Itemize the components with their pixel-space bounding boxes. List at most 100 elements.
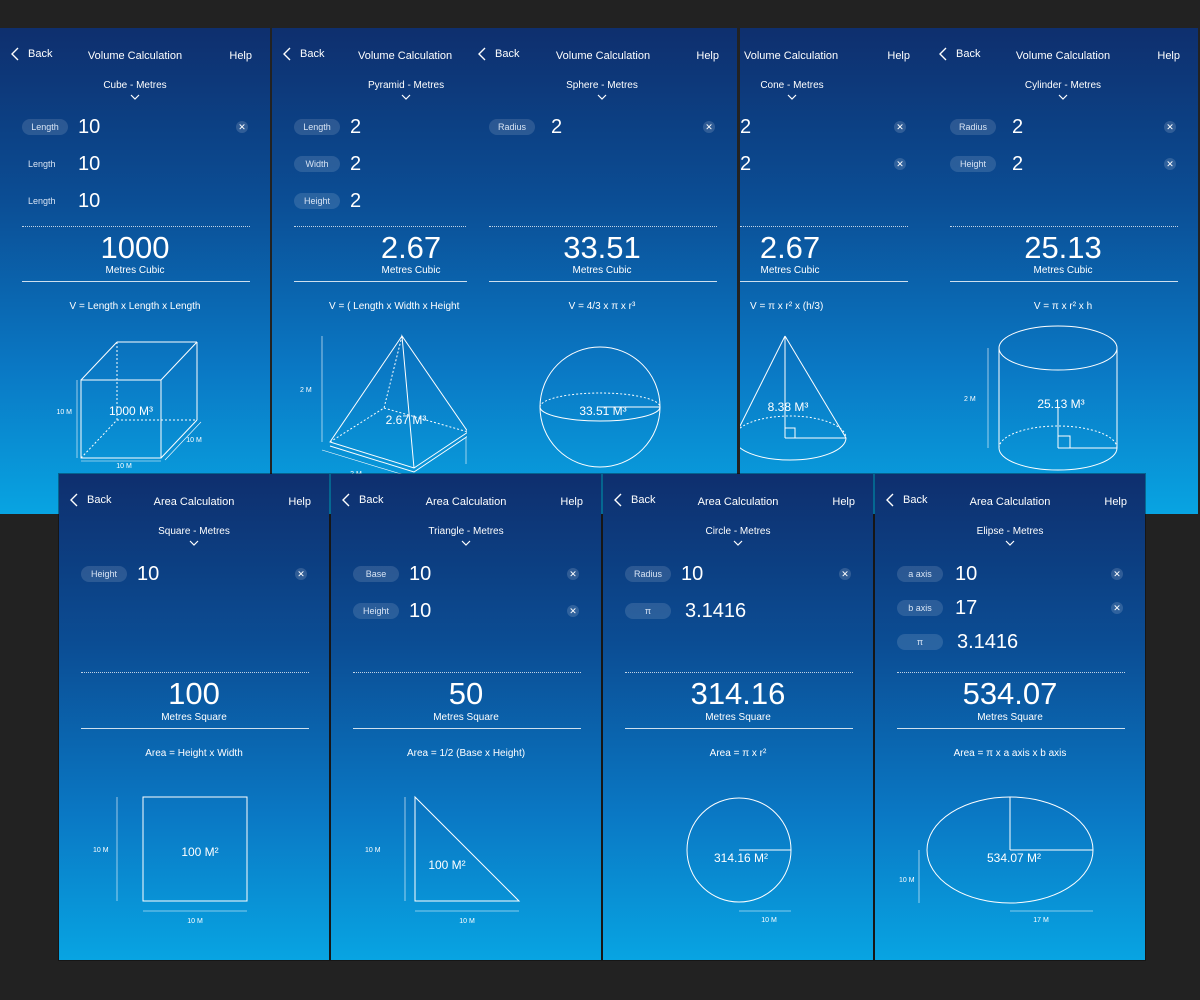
- back-button[interactable]: Back: [69, 493, 111, 507]
- formula: Area = Height x Width: [145, 748, 243, 759]
- radius-field-label: Radius: [625, 566, 671, 582]
- help-button[interactable]: Help: [229, 50, 252, 62]
- divider: [353, 672, 581, 673]
- shape-selector[interactable]: Circle - Metres: [603, 526, 873, 546]
- result-value: 1000: [100, 230, 170, 265]
- back-button[interactable]: Back: [10, 47, 52, 61]
- width-input[interactable]: 2: [350, 153, 362, 175]
- help-button[interactable]: Help: [696, 50, 719, 62]
- height-input[interactable]: 2: [740, 153, 752, 175]
- pi-field: π 3.1416: [897, 630, 1125, 654]
- clear-icon[interactable]: ✕: [1164, 158, 1176, 170]
- shape-selector-label: Cone - Metres: [760, 80, 824, 91]
- length-input[interactable]: 10: [78, 153, 101, 175]
- result-unit: Metres Square: [705, 712, 771, 723]
- help-button[interactable]: Help: [887, 50, 910, 62]
- dimension-label: 10 M: [761, 917, 777, 924]
- radius-field: Radius 2 ✕: [950, 115, 1178, 139]
- back-label: Back: [903, 494, 928, 506]
- clear-icon[interactable]: ✕: [1111, 568, 1123, 580]
- length-field-label: Length: [294, 119, 340, 135]
- chevron-down-icon: [1058, 94, 1068, 100]
- radius-input[interactable]: 2: [740, 116, 752, 138]
- base-input[interactable]: 10: [409, 563, 432, 585]
- back-button[interactable]: Back: [341, 493, 383, 507]
- chevron-left-icon: [283, 47, 291, 61]
- height-field: Height 2: [294, 189, 522, 213]
- height-input[interactable]: 2: [350, 190, 362, 212]
- chevron-down-icon: [189, 540, 199, 546]
- clear-icon[interactable]: ✕: [894, 158, 906, 170]
- dimension-label: 10 M: [56, 409, 72, 416]
- b-axis-field-label: b axis: [897, 600, 943, 616]
- divider: [897, 728, 1125, 729]
- clear-icon[interactable]: ✕: [894, 121, 906, 133]
- help-button[interactable]: Help: [832, 496, 855, 508]
- back-button[interactable]: Back: [938, 47, 980, 61]
- length-field: Length 10 ✕: [22, 115, 250, 139]
- chevron-left-icon: [342, 493, 350, 507]
- help-button[interactable]: Help: [288, 496, 311, 508]
- formula: Area = 1/2 (Base x Height): [406, 748, 526, 759]
- radius-field: Radius 2 ✕: [489, 115, 717, 139]
- back-button[interactable]: Back: [885, 493, 927, 507]
- length-input[interactable]: 10: [78, 190, 101, 212]
- shape-selector-label: Circle - Metres: [705, 526, 771, 537]
- clear-icon[interactable]: ✕: [295, 568, 307, 580]
- clear-icon[interactable]: ✕: [567, 568, 579, 580]
- divider: [740, 226, 908, 227]
- result-value: 50: [448, 676, 484, 711]
- divider: [489, 226, 717, 227]
- length-field-label: Length: [28, 159, 56, 169]
- pi-field-label: π: [897, 634, 943, 650]
- shape-selector[interactable]: Cone - Metres: [740, 80, 844, 100]
- chevron-left-icon: [939, 47, 947, 61]
- height-input[interactable]: 10: [137, 563, 160, 585]
- help-button[interactable]: Help: [1157, 50, 1180, 62]
- height-field-label: Height: [353, 603, 399, 619]
- help-button[interactable]: Help: [560, 496, 583, 508]
- height-input[interactable]: 2: [1012, 153, 1024, 175]
- result-value: 2.67: [759, 230, 821, 265]
- chevron-left-icon: [70, 493, 78, 507]
- formula: V = Length x Length x Length: [69, 301, 201, 312]
- dimension-label: 10 M: [899, 877, 915, 884]
- clear-icon[interactable]: ✕: [236, 121, 248, 133]
- radius-input[interactable]: 2: [1012, 116, 1024, 138]
- b-axis-field: b axis 17 ✕: [897, 596, 1125, 620]
- length-input[interactable]: 10: [78, 116, 101, 138]
- shape-selector[interactable]: Square - Metres: [59, 526, 329, 546]
- clear-icon[interactable]: ✕: [567, 605, 579, 617]
- radius-input[interactable]: 2: [551, 116, 563, 138]
- shape-selector[interactable]: Pyramid - Metres: [368, 80, 444, 100]
- back-button[interactable]: Back: [282, 47, 324, 61]
- help-button[interactable]: Help: [1104, 496, 1127, 508]
- clear-icon[interactable]: ✕: [839, 568, 851, 580]
- shape-selector[interactable]: Sphere - Metres: [467, 80, 737, 100]
- result-unit: Metres Cubic: [760, 265, 820, 276]
- height-input[interactable]: 10: [409, 600, 432, 622]
- a-axis-input[interactable]: 10: [955, 563, 978, 585]
- pi-field-label: π: [625, 603, 671, 619]
- length-input[interactable]: 2: [350, 116, 362, 138]
- b-axis-input[interactable]: 17: [955, 597, 978, 619]
- pi-input[interactable]: 3.1416: [685, 600, 747, 622]
- back-label: Back: [631, 494, 656, 506]
- result-value: 25.13: [1024, 230, 1102, 265]
- clear-icon[interactable]: ✕: [703, 121, 715, 133]
- radius-input[interactable]: 10: [681, 563, 704, 585]
- formula: V = 4/3 x π x r³: [568, 301, 636, 312]
- pi-input[interactable]: 3.1416: [957, 631, 1019, 653]
- shape-selector[interactable]: Cube - Metres: [0, 80, 270, 100]
- shape-selector[interactable]: Triangle - Metres: [331, 526, 601, 546]
- circle-area-screen: Back Area Calculation Help Circle - Metr…: [603, 474, 873, 960]
- dimension-label: 10 M: [93, 847, 109, 854]
- back-button[interactable]: Back: [613, 493, 655, 507]
- clear-icon[interactable]: ✕: [1164, 121, 1176, 133]
- back-button[interactable]: Back: [477, 47, 519, 61]
- divider: [81, 672, 309, 673]
- divider: [740, 281, 908, 282]
- clear-icon[interactable]: ✕: [1111, 602, 1123, 614]
- shape-selector[interactable]: Elipse - Metres: [875, 526, 1145, 546]
- shape-selector[interactable]: Cylinder - Metres: [928, 80, 1198, 100]
